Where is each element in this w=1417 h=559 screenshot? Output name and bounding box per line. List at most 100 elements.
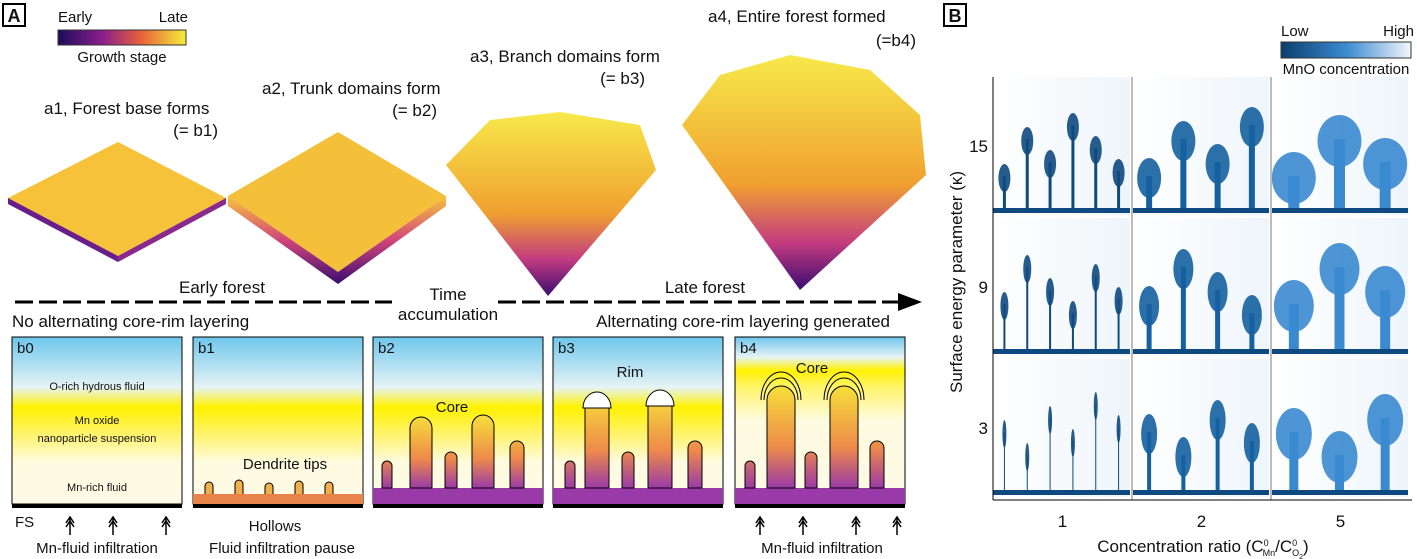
row-label: 3 bbox=[979, 419, 988, 438]
dendrite-head bbox=[1318, 115, 1362, 167]
dendrite-head bbox=[1244, 423, 1260, 463]
dendrite-head bbox=[1171, 121, 1195, 161]
row-label: 9 bbox=[979, 278, 988, 297]
dendrite-head bbox=[1137, 158, 1161, 198]
colorbar-title: Growth stage bbox=[77, 49, 166, 66]
y-label: Surface energy parameter (κ) bbox=[947, 171, 966, 393]
panel-text: Dendrite tips bbox=[243, 456, 327, 473]
illustration bbox=[193, 504, 363, 508]
illustration bbox=[8, 142, 226, 256]
colorbar-low: Low bbox=[1281, 23, 1309, 40]
base-layer bbox=[993, 208, 1130, 213]
dendrite-head bbox=[1090, 136, 1102, 164]
dendrite-head bbox=[1367, 394, 1403, 446]
base-layer bbox=[1271, 349, 1408, 354]
colorbar-high: High bbox=[1383, 23, 1414, 40]
illustration bbox=[898, 293, 922, 311]
base-layer bbox=[1271, 208, 1408, 213]
dendrite-head bbox=[1210, 400, 1226, 440]
dendrite-head bbox=[1067, 113, 1079, 141]
illustration bbox=[553, 504, 723, 508]
dendrite-head bbox=[1092, 264, 1100, 292]
panel-text: Core bbox=[796, 360, 829, 377]
illustration bbox=[12, 504, 182, 508]
illustration bbox=[373, 488, 543, 504]
dendrite-head bbox=[1021, 127, 1033, 155]
dendrite-head bbox=[1320, 243, 1360, 295]
base-layer bbox=[1132, 208, 1269, 213]
stage-ref: (=b4) bbox=[876, 31, 916, 50]
simulation-cell bbox=[993, 218, 1130, 356]
dendrite-head bbox=[1046, 278, 1054, 306]
panel-text: Mn oxide bbox=[75, 415, 120, 427]
dendrite-head bbox=[1206, 144, 1230, 184]
forest-a2 bbox=[228, 132, 446, 284]
base-layer bbox=[1132, 349, 1269, 354]
dendrite-head bbox=[998, 164, 1010, 192]
illustration bbox=[756, 517, 901, 535]
timeline-early: Early forest bbox=[179, 278, 265, 297]
panel-label: b0 bbox=[17, 340, 34, 357]
panel-b2: b2 Core bbox=[373, 337, 543, 508]
x-label-part: ) bbox=[1303, 537, 1309, 556]
panel-text: Core bbox=[436, 399, 469, 416]
base-layer bbox=[1132, 490, 1269, 495]
panel-b4: b4 Core Mn-fluid infiltration bbox=[735, 337, 905, 557]
panel-b0: b0 O-rich hydrous fluid Mn oxide nanopar… bbox=[12, 337, 182, 557]
forest-a4 bbox=[682, 55, 926, 290]
dendrite-head bbox=[1175, 437, 1191, 477]
dendrite-head bbox=[1276, 408, 1312, 460]
illustration bbox=[58, 30, 186, 45]
dendrite-head bbox=[1240, 107, 1264, 147]
panel-b3: b3 Rim bbox=[553, 337, 723, 508]
figure: A Early Late Growth stage a1, Forest bas… bbox=[0, 0, 1417, 559]
illustration bbox=[553, 488, 723, 504]
dendrite-head bbox=[1069, 301, 1077, 329]
illustration bbox=[735, 504, 905, 508]
timeline-middle: Time bbox=[429, 285, 466, 304]
dendrite-head bbox=[1322, 431, 1358, 483]
panel-label: A bbox=[8, 6, 21, 26]
dendrite-head bbox=[1139, 286, 1159, 326]
panel-label: b1 bbox=[198, 340, 215, 357]
dendrite-head bbox=[1272, 152, 1316, 204]
timeline-middle: accumulation bbox=[398, 305, 498, 324]
illustration bbox=[682, 55, 926, 290]
illustration bbox=[446, 112, 656, 296]
stage-title: a3, Branch domains form bbox=[470, 47, 660, 66]
x-label-part: Mn bbox=[1263, 548, 1276, 558]
dendrite-head bbox=[1113, 159, 1125, 187]
panel-b1: b1 Dendrite tips Hollows Fluid infiltrat… bbox=[193, 337, 363, 557]
dendrite-head bbox=[1173, 249, 1193, 289]
base-layer bbox=[993, 349, 1130, 354]
simulation-cell bbox=[993, 77, 1130, 215]
stage-title: a4, Entire forest formed bbox=[708, 7, 886, 26]
x-label-part: O bbox=[1292, 548, 1299, 558]
colorbar-low: Early bbox=[58, 9, 93, 26]
dendrite-head bbox=[1274, 280, 1314, 332]
illustration bbox=[1281, 42, 1411, 58]
stage-title: a2, Trunk domains form bbox=[262, 79, 441, 98]
simulation-cell bbox=[993, 359, 1130, 497]
x-label-part: 0 bbox=[1292, 538, 1297, 548]
dendrite-head bbox=[1000, 292, 1008, 320]
dendrite-head bbox=[1115, 287, 1123, 315]
dendrite-head bbox=[1002, 420, 1006, 448]
panel-caption: Mn-fluid infiltration bbox=[36, 540, 158, 557]
illustration bbox=[193, 494, 363, 504]
colorbar-high: Late bbox=[159, 9, 188, 26]
illustration bbox=[228, 132, 446, 272]
panel-text: Rim bbox=[617, 364, 644, 381]
panel-text: nanoparticle suspension bbox=[38, 433, 157, 445]
panel-label: b3 bbox=[558, 340, 575, 357]
timeline-late: Late forest bbox=[665, 278, 746, 297]
panel-caption: Fluid infiltration pause bbox=[209, 540, 355, 557]
illustration bbox=[193, 337, 363, 504]
dendrite-head bbox=[1071, 429, 1075, 457]
column-label: 5 bbox=[1336, 512, 1345, 531]
dendrite-head bbox=[1094, 392, 1098, 420]
panel-label: B bbox=[949, 6, 962, 26]
base-layer bbox=[993, 490, 1130, 495]
